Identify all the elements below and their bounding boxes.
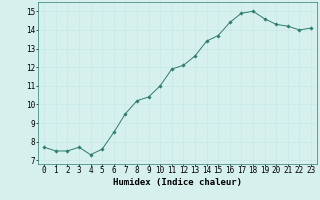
X-axis label: Humidex (Indice chaleur): Humidex (Indice chaleur)	[113, 178, 242, 187]
